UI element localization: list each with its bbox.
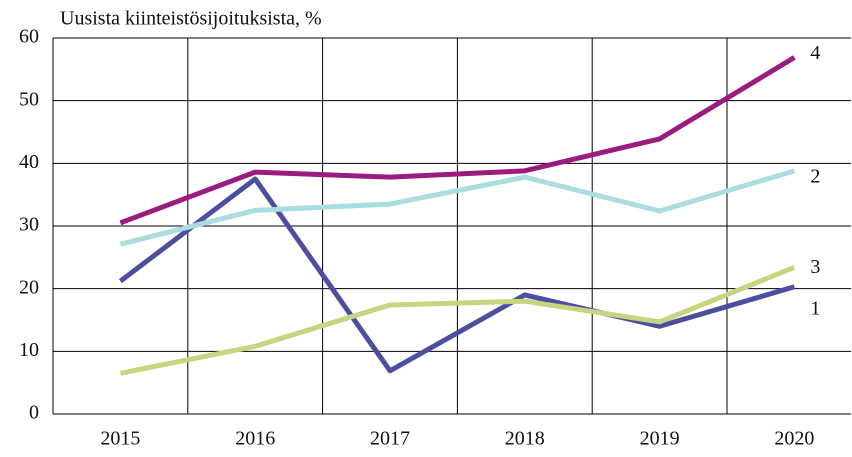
y-tick-label: 30: [19, 214, 39, 236]
x-tick-label: 2016: [235, 428, 275, 450]
x-tick-label: 2018: [505, 428, 545, 450]
y-tick-label: 40: [19, 151, 39, 173]
series-line: [119, 168, 796, 247]
series-line: [118, 176, 796, 374]
series-line: [119, 55, 796, 226]
y-tick-label: 20: [19, 276, 39, 298]
series-label: 3: [810, 256, 820, 278]
series-label: 2: [810, 165, 820, 187]
x-tick-label: 2019: [640, 428, 680, 450]
x-tick-label: 2017: [370, 428, 410, 450]
series-label: 1: [810, 297, 820, 319]
y-tick-label: 10: [19, 339, 39, 361]
x-tick-label: 2015: [100, 428, 140, 450]
x-tick-label: 2020: [774, 428, 814, 450]
y-tick-label: 50: [19, 88, 39, 110]
chart-title: Uusista kiinteistösijoituksista, %: [60, 8, 322, 30]
series-label: 4: [810, 42, 820, 64]
series-line: [119, 265, 796, 376]
y-tick-label: 60: [19, 26, 39, 48]
y-tick-label: 0: [29, 402, 39, 424]
